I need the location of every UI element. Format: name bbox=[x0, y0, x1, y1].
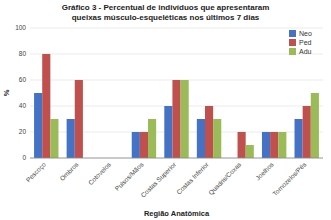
y-tick-label: 0 bbox=[22, 154, 26, 161]
bar bbox=[172, 80, 180, 158]
x-tick-label: Pescoço bbox=[24, 160, 48, 184]
bar bbox=[34, 93, 42, 158]
chart-svg: Gráfico 3 - Percentual de indivíduos que… bbox=[0, 0, 331, 220]
x-tick-label: Costas Inferior bbox=[175, 160, 210, 195]
y-axis-label: % bbox=[2, 89, 11, 96]
x-tick-label: Ombros bbox=[58, 160, 80, 182]
bar bbox=[50, 119, 58, 158]
x-tick-label: Joelhos bbox=[254, 160, 275, 181]
legend-label: Adu bbox=[299, 48, 312, 55]
x-tick-label: Pulsos/Mãos bbox=[113, 160, 145, 192]
y-tick-label: 80 bbox=[19, 50, 27, 57]
bar bbox=[148, 119, 156, 158]
bar bbox=[75, 80, 83, 158]
x-tick-label: Costas Superior bbox=[139, 160, 178, 199]
grid-line bbox=[30, 28, 323, 29]
legend-swatch bbox=[289, 39, 296, 46]
bar bbox=[262, 132, 270, 158]
bar bbox=[303, 106, 311, 158]
y-tick-label: 100 bbox=[15, 24, 26, 31]
x-tick-label: Cotovelos bbox=[87, 160, 113, 186]
bar bbox=[295, 119, 303, 158]
bar bbox=[238, 132, 246, 158]
bar bbox=[164, 106, 172, 158]
legend-swatch bbox=[289, 48, 296, 55]
legend-swatch bbox=[289, 30, 296, 37]
bar bbox=[132, 132, 140, 158]
bar bbox=[278, 132, 286, 158]
x-axis-line bbox=[30, 158, 323, 159]
bar bbox=[213, 119, 221, 158]
grid-line bbox=[30, 54, 323, 55]
bar bbox=[67, 119, 75, 158]
legend-label: Neo bbox=[299, 30, 312, 37]
x-tick-label: Quadris/Coxas bbox=[207, 160, 244, 197]
chart-container: Gráfico 3 - Percentual de indivíduos que… bbox=[0, 0, 331, 220]
bar bbox=[205, 106, 213, 158]
title-line: Gráfico 3 - Percentual de indivíduos que… bbox=[62, 3, 270, 12]
x-axis-label: Região Anatômica bbox=[144, 209, 210, 218]
title: Gráfico 3 - Percentual de indivíduos que… bbox=[62, 3, 270, 22]
legend-label: Ped bbox=[299, 39, 312, 46]
bar bbox=[181, 80, 189, 158]
y-tick-label: 40 bbox=[19, 102, 27, 109]
bar bbox=[197, 119, 205, 158]
y-tick-label: 20 bbox=[19, 128, 27, 135]
bar bbox=[270, 132, 278, 158]
y-tick-label: 60 bbox=[19, 76, 27, 83]
bar bbox=[140, 132, 148, 158]
title-line: queixas músculo-esqueléticas nos últimos… bbox=[72, 13, 260, 22]
x-tick-label: Tornozelos/Pés bbox=[271, 160, 308, 197]
legend: Neo Ped Adu bbox=[289, 30, 312, 55]
bar bbox=[311, 93, 319, 158]
grid-line bbox=[30, 158, 323, 159]
bar bbox=[42, 54, 50, 158]
bars bbox=[34, 54, 319, 158]
bar bbox=[246, 145, 254, 158]
